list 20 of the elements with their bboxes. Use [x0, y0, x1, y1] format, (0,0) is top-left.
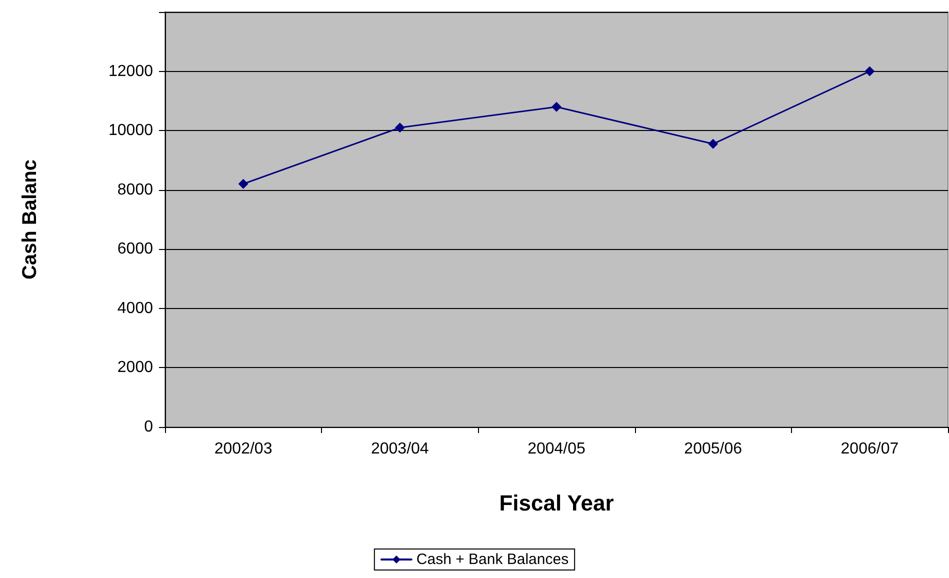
- x-tick-label: 2003/04: [370, 440, 429, 458]
- x-tick-label: 2005/06: [684, 440, 742, 458]
- x-tick-label: 2004/05: [528, 440, 586, 458]
- point: [708, 138, 718, 149]
- x-tick-label: 2002/03: [214, 440, 272, 458]
- y-tick-label: 4000: [117, 300, 154, 317]
- point: [238, 178, 248, 189]
- y-tick-label: 12000: [108, 62, 154, 80]
- y-tick-label: 6000: [117, 240, 154, 258]
- legend-label: Cash + Bank Balances: [416, 551, 569, 568]
- x-axis-title: Fiscal Year: [499, 490, 614, 516]
- y-axis-title: Cash Balanc: [19, 159, 41, 280]
- point: [394, 122, 405, 133]
- y-tick-label: 8000: [117, 181, 154, 198]
- point: [864, 66, 875, 76]
- x-tick-label: 2006/07: [840, 440, 899, 458]
- y-tick-label: 10000: [108, 122, 154, 140]
- y-tick-label: 0: [144, 418, 154, 436]
- point: [552, 102, 562, 112]
- y-tick-label: 2000: [117, 359, 154, 376]
